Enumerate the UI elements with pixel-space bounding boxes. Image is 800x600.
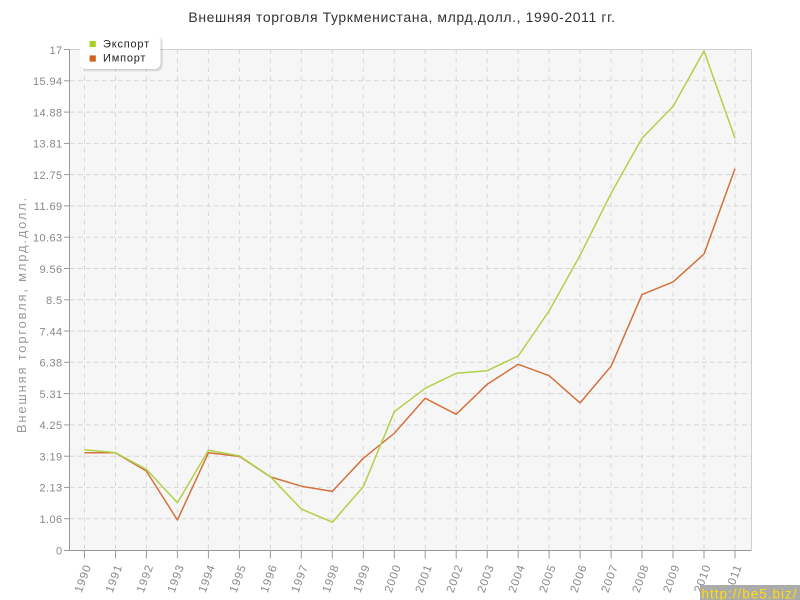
svg-text:11.69: 11.69 <box>34 201 63 213</box>
svg-text:10.63: 10.63 <box>33 233 63 245</box>
svg-text:Внешняя торговля Туркменистана: Внешняя торговля Туркменистана, млрд.дол… <box>188 9 615 25</box>
svg-text:6.38: 6.38 <box>39 358 62 370</box>
svg-text:Экспорт: Экспорт <box>103 38 150 50</box>
svg-text:17: 17 <box>49 45 62 57</box>
svg-text:7.44: 7.44 <box>39 326 62 338</box>
svg-text:2.13: 2.13 <box>39 483 62 495</box>
svg-text:1.06: 1.06 <box>39 514 62 526</box>
svg-text:13.81: 13.81 <box>33 139 63 151</box>
svg-text:4.25: 4.25 <box>39 420 62 432</box>
svg-text:8.5: 8.5 <box>46 295 63 307</box>
svg-text:3.19: 3.19 <box>39 452 62 464</box>
svg-text:14.88: 14.88 <box>33 107 63 119</box>
svg-text:Импорт: Импорт <box>103 53 146 65</box>
svg-text:15.94: 15.94 <box>33 76 63 88</box>
svg-text:http://be5.biz/: http://be5.biz/ <box>702 587 798 600</box>
svg-text:5.31: 5.31 <box>39 389 62 401</box>
svg-text:0: 0 <box>56 545 63 557</box>
svg-text:Внешняя торговля, млрд.долл.: Внешняя торговля, млрд.долл. <box>14 196 29 433</box>
svg-text:12.75: 12.75 <box>33 170 63 182</box>
svg-text:9.56: 9.56 <box>39 264 62 276</box>
